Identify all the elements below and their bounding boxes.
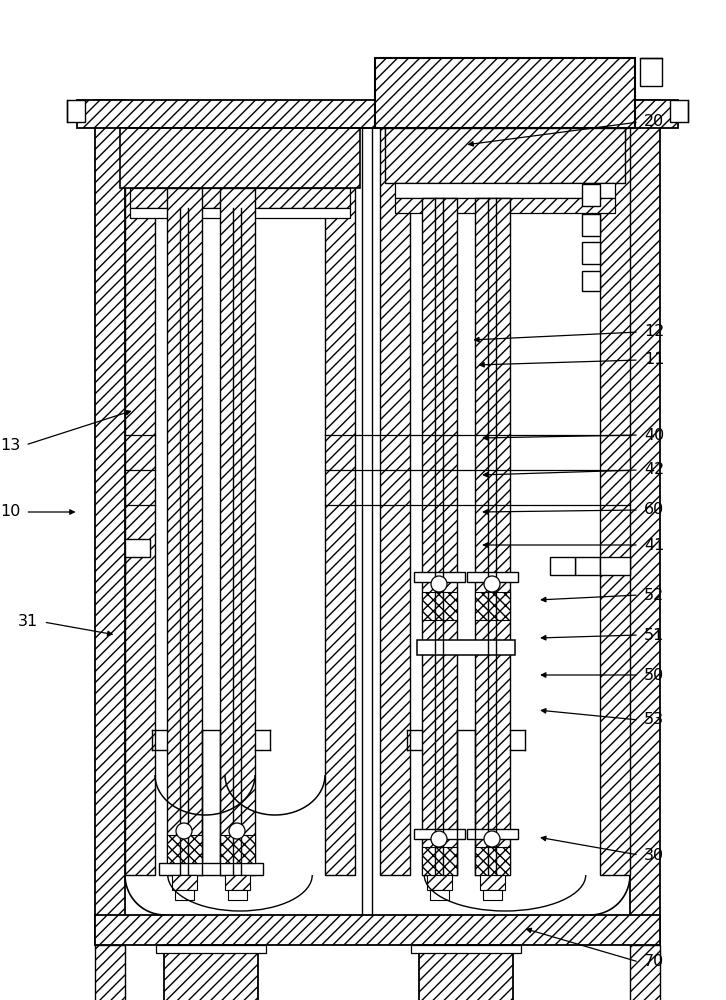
Bar [375,58,635,128]
Bar [172,875,197,890]
Bar [67,100,85,122]
Bar [130,208,350,218]
Bar [480,875,505,890]
Bar [422,847,457,875]
Circle shape [431,576,447,592]
Bar [220,188,255,875]
Bar [125,128,155,875]
Bar [600,557,630,575]
Bar [175,890,194,900]
Bar [120,128,360,188]
Circle shape [229,823,245,839]
Text: 70: 70 [644,954,664,970]
Bar [475,847,510,875]
Bar [550,557,575,575]
Text: 20: 20 [644,114,664,129]
Text: 31: 31 [18,614,38,630]
Bar [475,592,510,620]
Bar [475,198,510,875]
Text: 60: 60 [644,502,664,518]
Bar [125,539,150,557]
Bar [630,100,660,945]
Bar [130,188,350,208]
Circle shape [484,831,500,847]
Bar [430,890,449,900]
Bar [385,128,625,143]
Bar [411,945,521,953]
Bar [220,835,255,863]
Text: 41: 41 [644,538,664,552]
Bar [575,557,600,575]
Text: 11: 11 [644,353,664,367]
Bar [582,271,600,291]
Bar [95,945,125,1000]
Circle shape [431,831,447,847]
Bar [483,890,502,900]
Circle shape [176,823,192,839]
Bar [225,875,250,890]
Text: 50: 50 [644,668,664,682]
Bar [422,592,457,620]
Bar [159,863,263,875]
Bar [467,829,518,839]
Bar [670,100,688,122]
Bar [417,640,515,655]
Bar [600,68,630,875]
Bar [77,100,678,128]
Bar [156,945,266,953]
Bar [95,915,660,945]
Text: 52: 52 [644,587,664,602]
Bar [467,572,518,582]
Bar [419,945,513,1000]
Bar [630,945,660,1000]
Bar [95,100,125,945]
Bar [427,875,452,890]
Bar [582,214,600,236]
Bar [385,128,625,183]
Bar [325,128,355,875]
Bar [582,184,600,206]
Text: 40: 40 [644,428,664,442]
Bar [422,198,457,875]
Text: 13: 13 [0,438,20,452]
Bar [395,183,615,198]
Text: 10: 10 [0,504,20,520]
Text: 42: 42 [644,462,664,478]
Bar [228,890,247,900]
Bar [167,188,202,875]
Bar [414,572,465,582]
Text: 53: 53 [644,712,664,728]
Circle shape [484,576,500,592]
Text: 12: 12 [644,324,664,340]
Text: 51: 51 [644,628,664,643]
Bar [395,198,615,213]
Bar [582,242,600,264]
Bar [640,58,662,86]
Bar [167,835,202,863]
Text: 30: 30 [644,848,664,862]
Bar [164,945,258,1000]
Bar [414,829,465,839]
Bar [380,128,410,875]
